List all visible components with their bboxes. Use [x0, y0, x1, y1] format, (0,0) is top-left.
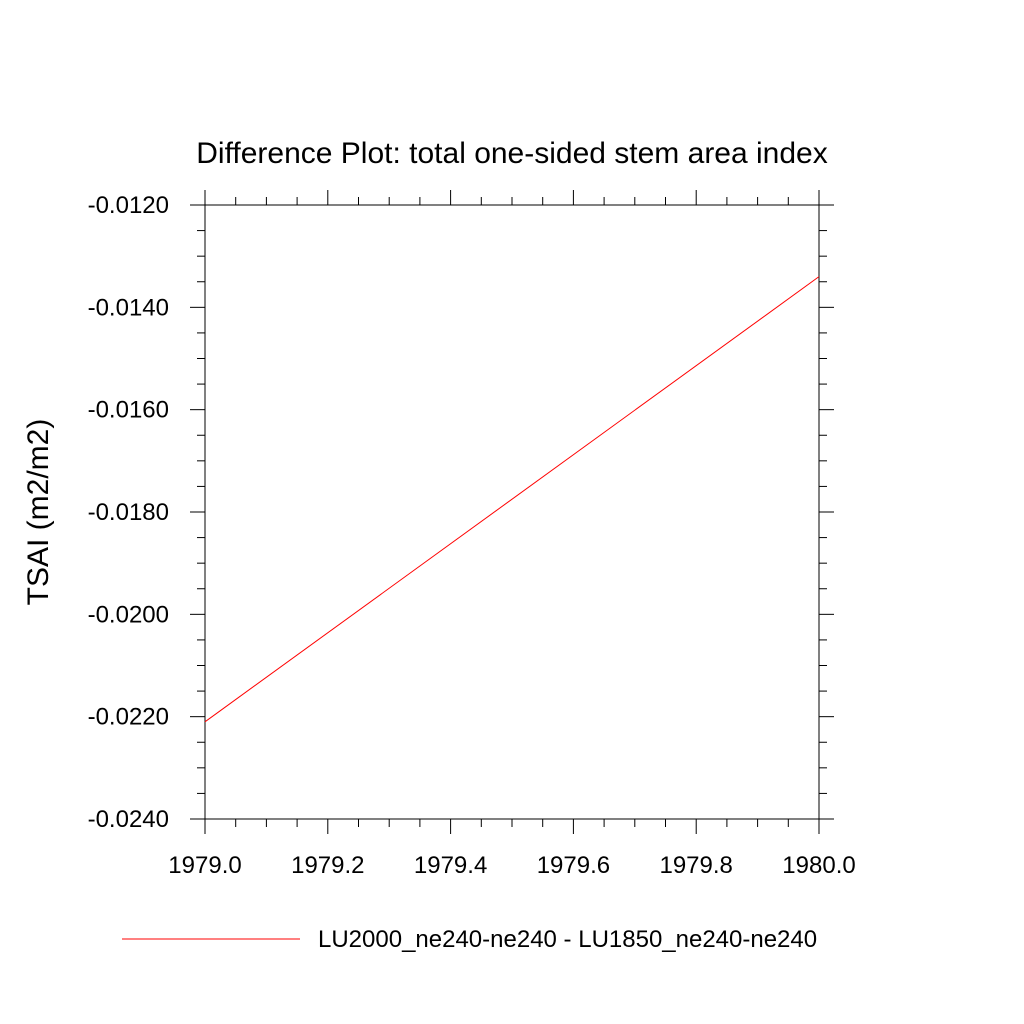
chart-title: Difference Plot: total one-sided stem ar… [196, 137, 827, 170]
x-tick-label: 1979.8 [659, 852, 732, 879]
y-tick-label: -0.0120 [88, 192, 169, 219]
x-tick-label: 1979.2 [291, 852, 364, 879]
y-tick-label: -0.0220 [88, 704, 169, 731]
y-tick-label: -0.0180 [88, 499, 169, 526]
series-layer [204, 276, 820, 723]
y-tick-label: -0.0240 [88, 806, 169, 833]
y-tick-label: -0.0140 [88, 294, 169, 321]
plot-frame [204, 204, 820, 820]
axis-tick-labels: 1979.0 1979.2 1979.4 1979.6 1979.8 1980.0 -0.0… [88, 192, 856, 879]
axis-ticks [190, 190, 834, 834]
y-axis-label: TSAI (m2/m2) [22, 419, 55, 606]
y-tick-label: -0.0200 [88, 601, 169, 628]
series-line [204, 276, 820, 723]
y-tick-label: -0.0160 [88, 397, 169, 424]
x-tick-label: 1980.0 [782, 852, 855, 879]
legend: LU2000_ne240-ne240 - LU1850_ne240-ne240 [122, 926, 817, 953]
legend-label: LU2000_ne240-ne240 - LU1850_ne240-ne240 [318, 926, 817, 953]
x-tick-label: 1979.4 [414, 852, 487, 879]
x-tick-label: 1979.6 [537, 852, 610, 879]
x-tick-label: 1979.0 [168, 852, 241, 879]
